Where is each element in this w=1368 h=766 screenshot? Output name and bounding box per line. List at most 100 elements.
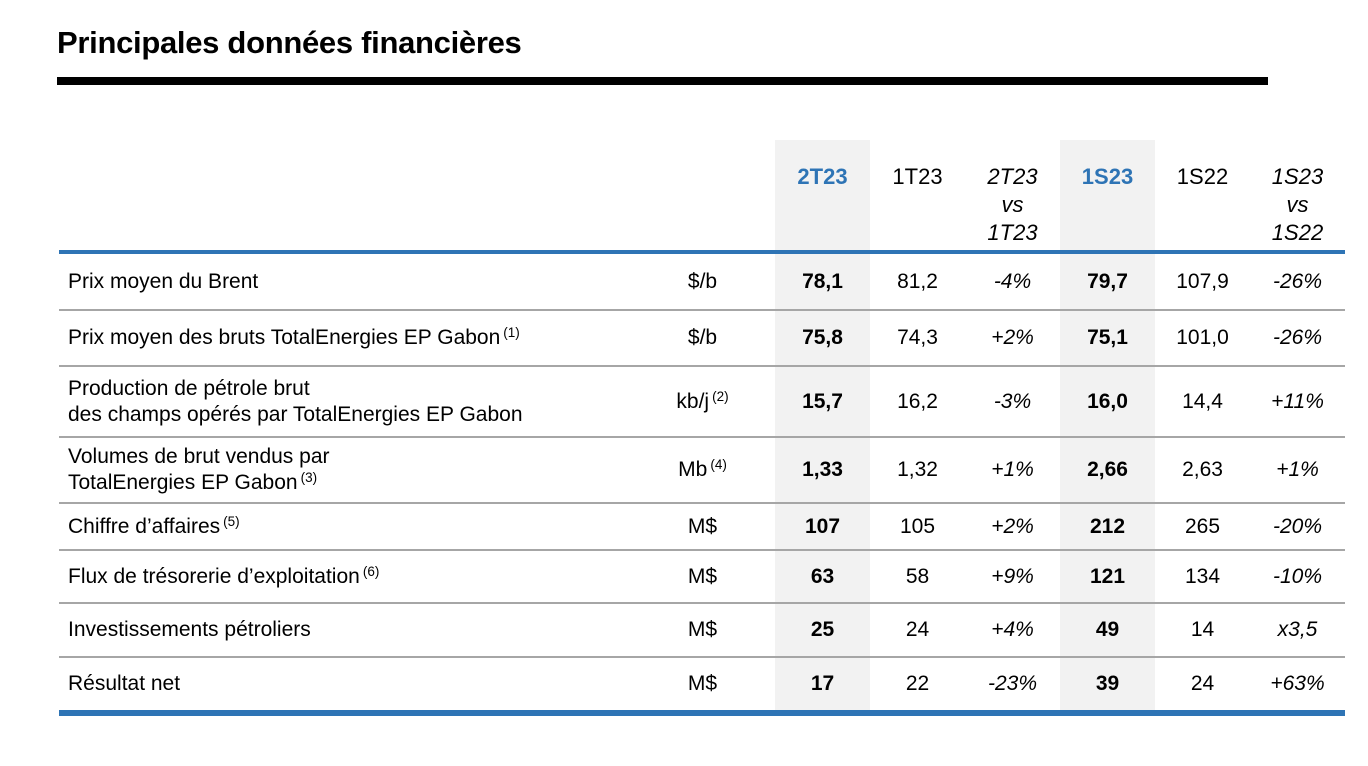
row-label-text: Prix moyen des bruts TotalEnergies EP Ga…: [68, 326, 501, 349]
value-2t23-vs-1t23: -4%: [965, 252, 1060, 311]
row-label-text: Résultat net: [68, 672, 181, 695]
footnote-ref: (4): [710, 457, 727, 472]
unit-text: $/b: [687, 326, 718, 349]
value-1s23: 75,1: [1060, 310, 1155, 367]
value-1s23: 212: [1060, 503, 1155, 551]
footnote-ref: (6): [362, 563, 380, 579]
value-1t23: 16,2: [870, 366, 965, 438]
row-label: Investissements pétroliers: [59, 603, 630, 658]
row-label: Chiffre d’affaires (5): [59, 503, 630, 551]
footnote-ref: (5): [223, 513, 240, 529]
value-1t23: 22: [870, 657, 965, 716]
table-row-net-income: Résultat net M$ 17 22 -23% 39 24 +63%: [59, 657, 1345, 716]
row-label: Prix moyen des bruts TotalEnergies EP Ga…: [59, 310, 630, 367]
value-1s23-vs-1s22: +1%: [1250, 437, 1345, 504]
unit-text: M$: [687, 618, 718, 641]
unit-text: M$: [687, 672, 718, 695]
value-1s22: 101,0: [1155, 310, 1250, 367]
value-1s22: 265: [1155, 503, 1250, 551]
value-2t23: 75,8: [775, 310, 870, 367]
value-2t23: 78,1: [775, 252, 870, 311]
value-2t23-vs-1t23: +2%: [965, 310, 1060, 367]
value-1s23: 49: [1060, 603, 1155, 658]
value-1s22: 107,9: [1155, 252, 1250, 311]
header-spacer-unit: [630, 140, 775, 254]
value-2t23: 107: [775, 503, 870, 551]
value-2t23: 63: [775, 550, 870, 604]
table-row-crude-production: Production de pétrole brut des champs op…: [59, 366, 1345, 438]
value-2t23: 1,33: [775, 437, 870, 504]
unit-text: $/b: [687, 269, 718, 293]
unit-cell: M$: [630, 503, 775, 551]
value-1s23: 79,7: [1060, 252, 1155, 311]
table-row-brent-price: Prix moyen du Brent $/b 78,1 81,2 -4% 79…: [59, 252, 1345, 311]
footnote-ref: (1): [503, 325, 520, 340]
column-header-2t23-vs-1t23: 2T23 vs 1T23: [965, 140, 1060, 254]
value-2t23-vs-1t23: -23%: [965, 657, 1060, 716]
unit-text: Mb: [678, 458, 708, 481]
value-1t23: 24: [870, 603, 965, 658]
row-label-text: Flux de trésorerie d’exploitation: [68, 564, 360, 588]
row-label: Résultat net: [59, 657, 630, 716]
value-1s22: 2,63: [1155, 437, 1250, 504]
table-row-revenue: Chiffre d’affaires (5) M$ 107 105 +2% 212…: [59, 503, 1345, 551]
value-2t23-vs-1t23: -3%: [965, 366, 1060, 438]
value-2t23-vs-1t23: +2%: [965, 503, 1060, 551]
unit-text: M$: [687, 564, 718, 588]
value-1s23: 121: [1060, 550, 1155, 604]
value-1s23: 2,66: [1060, 437, 1155, 504]
value-1s23-vs-1s22: -10%: [1250, 550, 1345, 604]
value-2t23: 17: [775, 657, 870, 716]
value-1t23: 105: [870, 503, 965, 551]
unit-cell: kb/j (2): [630, 366, 775, 438]
table-row-te-gabon-crude-price: Prix moyen des bruts TotalEnergies EP Ga…: [59, 310, 1345, 367]
unit-text: kb/j: [676, 389, 710, 413]
table-header-row: 2T23 1T23 2T23 vs 1T23 1S23 1S22 1S23 vs…: [59, 140, 1345, 254]
unit-cell: M$: [630, 657, 775, 716]
header-spacer-label: [59, 140, 630, 254]
unit-text: M$: [687, 514, 718, 538]
column-header-1s23: 1S23: [1060, 140, 1155, 254]
row-label: Production de pétrole brut des champs op…: [59, 366, 630, 438]
column-header-1s22: 1S22: [1155, 140, 1250, 254]
row-label-text: Chiffre d’affaires: [68, 514, 221, 538]
unit-cell: $/b: [630, 252, 775, 311]
value-2t23-vs-1t23: +9%: [965, 550, 1060, 604]
row-label-text: Prix moyen du Brent: [68, 269, 259, 293]
unit-cell: $/b: [630, 310, 775, 367]
value-1s23-vs-1s22: +11%: [1250, 366, 1345, 438]
row-label: Volumes de brut vendus par TotalEnergies…: [59, 437, 630, 504]
footnote-ref: (2): [712, 388, 729, 404]
value-1s23-vs-1s22: -26%: [1250, 310, 1345, 367]
row-label-text: Production de pétrole brut des champs op…: [68, 376, 523, 426]
footnote-ref: (3): [300, 470, 318, 485]
value-2t23-vs-1t23: +4%: [965, 603, 1060, 658]
row-label-text: Volumes de brut vendus par TotalEnergies…: [68, 445, 330, 494]
value-1t23: 1,32: [870, 437, 965, 504]
value-1t23: 81,2: [870, 252, 965, 311]
unit-cell: M$: [630, 603, 775, 658]
unit-cell: M$: [630, 550, 775, 604]
value-1s23-vs-1s22: +63%: [1250, 657, 1345, 716]
value-2t23-vs-1t23: +1%: [965, 437, 1060, 504]
page-title: Principales données financières: [57, 25, 522, 60]
row-label: Flux de trésorerie d’exploitation (6): [59, 550, 630, 604]
column-header-2t23: 2T23: [775, 140, 870, 254]
value-1s22: 14,4: [1155, 366, 1250, 438]
table-row-crude-volumes-sold: Volumes de brut vendus par TotalEnergies…: [59, 437, 1345, 504]
financial-data-table: 2T23 1T23 2T23 vs 1T23 1S23 1S22 1S23 vs…: [59, 140, 1345, 716]
column-header-1t23: 1T23: [870, 140, 965, 254]
value-1s22: 134: [1155, 550, 1250, 604]
value-1s23: 16,0: [1060, 366, 1155, 438]
row-label: Prix moyen du Brent: [59, 252, 630, 311]
table-row-oil-investments: Investissements pétroliers M$ 25 24 +4% …: [59, 603, 1345, 658]
value-1s23-vs-1s22: -26%: [1250, 252, 1345, 311]
row-label-text: Investissements pétroliers: [68, 618, 311, 641]
unit-cell: Mb (4): [630, 437, 775, 504]
value-1t23: 58: [870, 550, 965, 604]
value-1t23: 74,3: [870, 310, 965, 367]
value-1s23: 39: [1060, 657, 1155, 716]
value-1s22: 14: [1155, 603, 1250, 658]
value-1s23-vs-1s22: x3,5: [1250, 603, 1345, 658]
title-underline-rule: [57, 77, 1268, 85]
